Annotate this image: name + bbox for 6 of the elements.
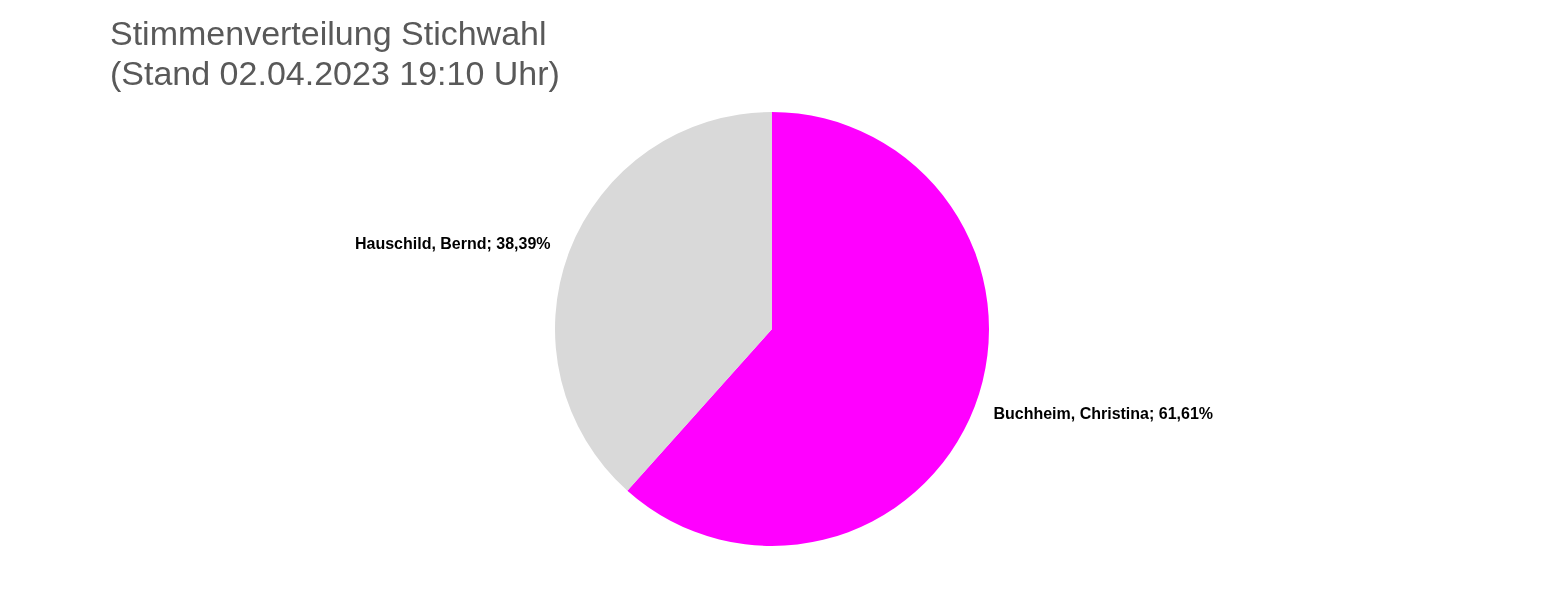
- pie-slice: [627, 112, 989, 546]
- slice-label: Buchheim, Christina; 61,61%: [993, 404, 1214, 422]
- slice-label: Hauschild, Bernd; 38,39%: [354, 235, 551, 253]
- pie-slice: [555, 112, 772, 491]
- text: (Stand 02.04.2023 19:10 Uhr): [110, 54, 560, 92]
- text: Stimmenverteilung Stichwahl: [110, 14, 547, 52]
